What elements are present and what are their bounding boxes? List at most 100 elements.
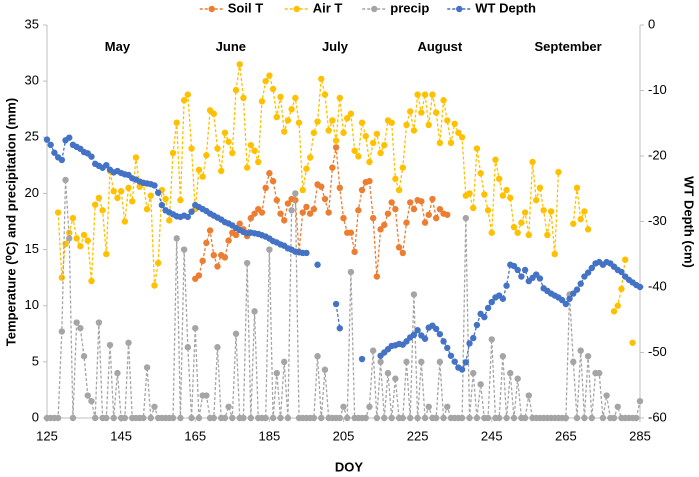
data-point — [80, 231, 88, 239]
data-point — [273, 369, 280, 377]
data-point — [292, 94, 299, 102]
y-tick-label: 30 — [25, 73, 39, 88]
data-point — [473, 145, 481, 152]
data-point — [436, 358, 444, 366]
data-point — [62, 176, 69, 184]
data-point — [229, 149, 236, 157]
data-point — [421, 219, 429, 226]
data-point — [77, 324, 84, 332]
data-point — [384, 369, 392, 377]
data-point — [518, 219, 525, 226]
data-point — [169, 414, 177, 422]
data-point — [533, 196, 540, 204]
data-point — [147, 192, 154, 199]
data-point — [514, 375, 521, 382]
data-point — [584, 353, 592, 360]
data-point — [80, 353, 88, 360]
y-tick-label: 0 — [32, 409, 39, 424]
data-point — [414, 91, 421, 98]
data-point — [184, 91, 192, 98]
data-point — [277, 93, 284, 101]
data-point — [432, 214, 440, 222]
series-line — [194, 147, 448, 280]
data-point — [455, 129, 462, 136]
data-point — [562, 414, 570, 422]
data-point — [388, 119, 395, 126]
data-point — [262, 414, 269, 422]
y-tick-label: 15 — [25, 241, 39, 256]
data-point — [484, 304, 492, 312]
data-point — [180, 246, 188, 253]
data-point — [195, 272, 203, 279]
data-point — [503, 282, 510, 289]
data-point — [325, 127, 332, 134]
data-point — [366, 158, 373, 166]
y-tick-label: 25 — [25, 129, 39, 144]
data-point — [529, 158, 536, 166]
data-point — [303, 203, 310, 211]
data-point — [314, 118, 321, 125]
data-point — [321, 366, 329, 373]
data-point — [492, 156, 499, 163]
data-point — [570, 358, 577, 366]
data-point — [507, 194, 514, 202]
data-point — [266, 246, 273, 253]
data-point — [214, 263, 221, 270]
data-point — [614, 403, 621, 410]
x-tick-label: 185 — [259, 428, 281, 443]
data-point — [466, 340, 473, 347]
data-point — [54, 414, 62, 422]
data-point — [255, 158, 262, 166]
data-point — [484, 207, 492, 214]
data-point — [525, 231, 533, 239]
data-point — [466, 190, 473, 197]
legend-label: Soil T — [228, 0, 263, 15]
data-point — [262, 77, 269, 85]
data-point — [499, 295, 507, 302]
data-point — [444, 117, 451, 124]
data-point — [503, 186, 510, 194]
data-point — [106, 341, 114, 349]
data-point — [206, 227, 214, 234]
data-point — [277, 414, 284, 422]
data-point — [273, 113, 280, 121]
data-point — [395, 186, 403, 194]
data-point — [314, 353, 321, 360]
data-point — [295, 119, 303, 126]
data-point — [336, 325, 343, 332]
data-point — [466, 414, 473, 422]
data-point — [188, 145, 195, 152]
data-point — [425, 121, 432, 129]
data-point — [88, 277, 95, 285]
data-point — [195, 414, 203, 422]
data-point — [91, 201, 99, 208]
data-point — [366, 177, 373, 185]
data-point — [373, 273, 381, 280]
data-point — [110, 187, 117, 195]
data-point — [388, 199, 395, 206]
data-point — [84, 392, 91, 399]
data-point — [336, 414, 343, 422]
data-point — [399, 249, 406, 257]
y2-tick-label: -40 — [648, 278, 667, 293]
x-tick-label: 145 — [110, 428, 132, 443]
data-point — [347, 110, 355, 117]
data-point — [636, 397, 644, 405]
data-point — [488, 298, 495, 306]
x-tick-label: 125 — [36, 428, 58, 443]
data-point — [73, 319, 80, 326]
data-point — [236, 220, 243, 227]
data-point — [403, 219, 410, 226]
data-point — [318, 414, 325, 422]
y2-tick-label: -50 — [648, 344, 667, 359]
data-point — [588, 264, 596, 272]
data-point — [381, 221, 388, 229]
data-point — [488, 229, 495, 236]
data-point — [88, 397, 95, 405]
data-point — [418, 198, 425, 205]
y2-tick-label: -30 — [648, 213, 667, 228]
data-point — [536, 184, 544, 192]
legend-swatch-dot — [456, 5, 463, 13]
data-point — [436, 330, 444, 338]
